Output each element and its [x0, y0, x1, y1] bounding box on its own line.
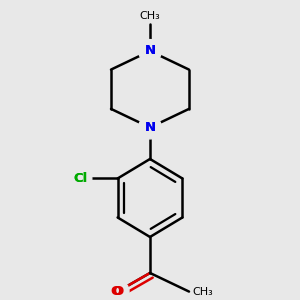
Circle shape: [139, 40, 161, 62]
Text: O: O: [110, 285, 122, 298]
Circle shape: [106, 280, 129, 300]
Text: Cl: Cl: [73, 172, 88, 185]
Text: N: N: [144, 44, 156, 58]
Text: Cl: Cl: [73, 172, 88, 185]
Text: N: N: [144, 121, 156, 134]
Text: N: N: [144, 121, 156, 134]
Text: CH₃: CH₃: [140, 11, 160, 21]
Text: CH₃: CH₃: [192, 286, 213, 297]
Circle shape: [69, 167, 92, 190]
Text: N: N: [144, 44, 156, 58]
Text: O: O: [112, 285, 123, 298]
Circle shape: [139, 116, 161, 139]
